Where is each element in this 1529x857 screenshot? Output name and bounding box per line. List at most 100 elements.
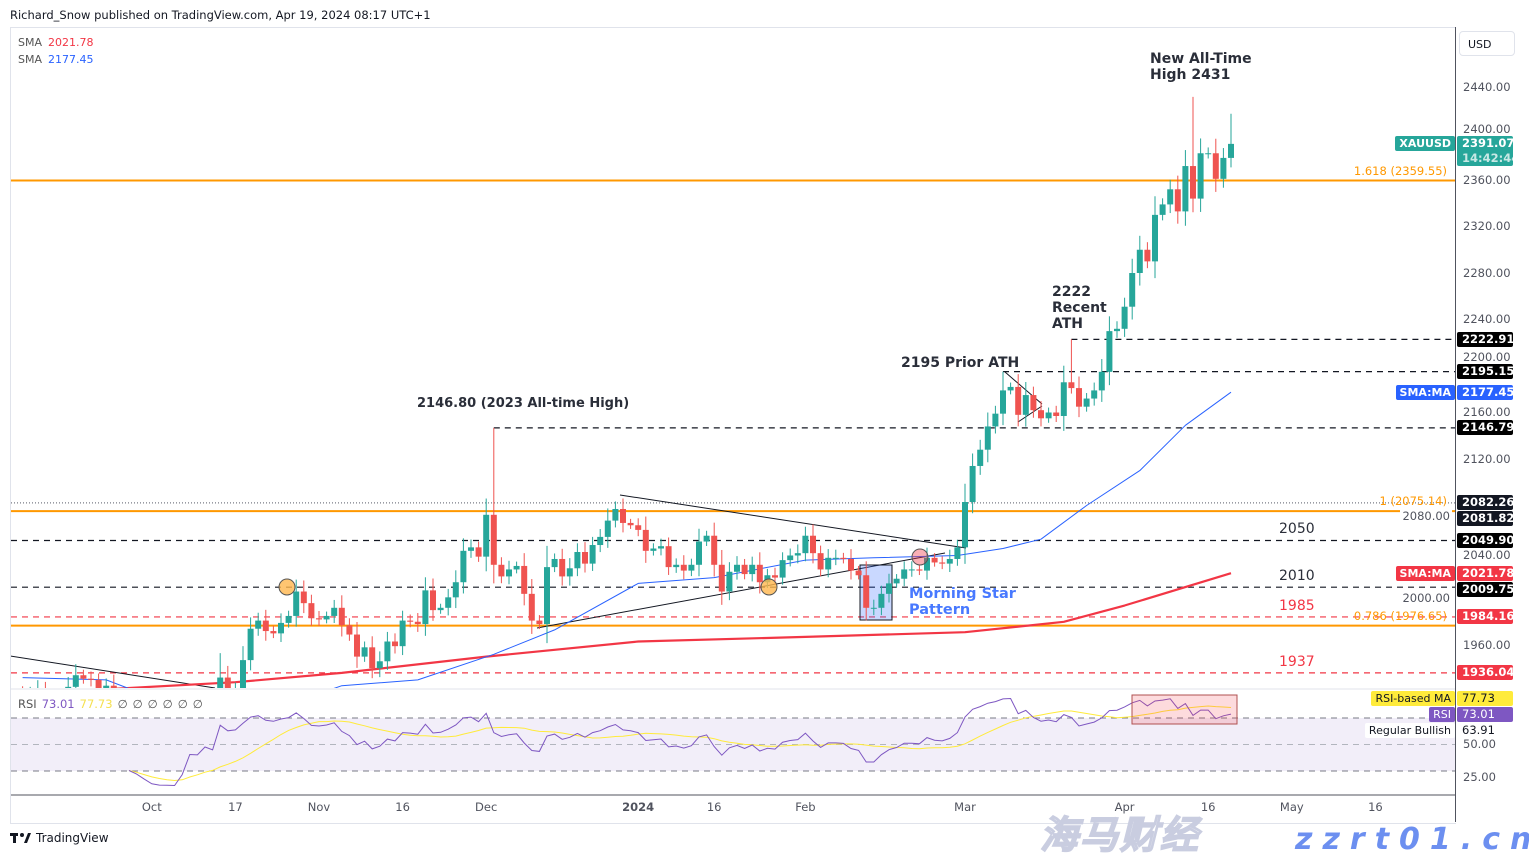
- candle[interactable]: [855, 565, 862, 580]
- candle[interactable]: [1083, 393, 1090, 412]
- candle[interactable]: [1197, 138, 1204, 212]
- level-label[interactable]: 2050: [1279, 521, 1315, 538]
- ath-2023-annotation[interactable]: 2146.80 (2023 All-time High): [417, 396, 630, 411]
- candle[interactable]: [825, 549, 832, 578]
- candle[interactable]: [1129, 258, 1136, 320]
- candle[interactable]: [164, 798, 170, 813]
- candle[interactable]: [1030, 386, 1037, 418]
- candle[interactable]: [589, 536, 596, 571]
- level-label[interactable]: 1937: [1279, 653, 1315, 670]
- candle[interactable]: [528, 579, 535, 634]
- candle[interactable]: [392, 633, 398, 654]
- candle[interactable]: [1038, 401, 1044, 427]
- candle[interactable]: [399, 610, 406, 656]
- candle[interactable]: [521, 553, 528, 606]
- candle[interactable]: [1045, 407, 1052, 423]
- candle[interactable]: [331, 599, 338, 623]
- candle[interactable]: [642, 516, 649, 563]
- candle[interactable]: [293, 579, 300, 627]
- candle[interactable]: [658, 538, 664, 556]
- candle[interactable]: [72, 664, 79, 697]
- candle[interactable]: [787, 548, 794, 567]
- candle[interactable]: [665, 537, 672, 575]
- candle[interactable]: [962, 483, 968, 564]
- candle[interactable]: [445, 588, 452, 616]
- candle[interactable]: [832, 549, 839, 566]
- candle[interactable]: [513, 561, 520, 574]
- candle[interactable]: [726, 562, 733, 601]
- candle[interactable]: [627, 518, 634, 529]
- candle[interactable]: [407, 614, 414, 628]
- candle[interactable]: [810, 524, 816, 564]
- candle[interactable]: [992, 405, 999, 434]
- candle[interactable]: [376, 651, 383, 678]
- fib-level-label[interactable]: 1 (2075.14): [1379, 494, 1447, 509]
- candle[interactable]: [80, 669, 87, 684]
- candle[interactable]: [886, 573, 892, 603]
- candle[interactable]: [278, 613, 284, 643]
- candle[interactable]: [597, 529, 604, 553]
- candle[interactable]: [977, 439, 984, 475]
- candle[interactable]: [870, 599, 877, 616]
- candle[interactable]: [984, 412, 991, 463]
- candle[interactable]: [110, 674, 117, 708]
- prior-ath-annotation[interactable]: 2195 Prior ATH: [901, 355, 1020, 371]
- tradingview-footer[interactable]: TradingView: [10, 831, 109, 845]
- candle[interactable]: [582, 542, 588, 573]
- candle[interactable]: [452, 570, 459, 609]
- candle[interactable]: [65, 676, 72, 712]
- candle[interactable]: [650, 543, 657, 556]
- candle[interactable]: [931, 553, 938, 567]
- candle[interactable]: [1190, 96, 1196, 213]
- sma-50-legend[interactable]: SMA 2177.45: [18, 51, 100, 68]
- candle[interactable]: [946, 549, 953, 572]
- candle[interactable]: [840, 552, 847, 564]
- pennant-lower-line[interactable]: [1017, 405, 1043, 423]
- old-downtrend-line[interactable]: [10, 655, 216, 688]
- candle[interactable]: [338, 595, 345, 637]
- candle[interactable]: [1007, 382, 1014, 395]
- candle[interactable]: [1174, 175, 1181, 224]
- candle[interactable]: [172, 803, 178, 811]
- candle[interactable]: [734, 556, 740, 580]
- candle[interactable]: [794, 544, 801, 564]
- candle[interactable]: [741, 558, 748, 580]
- candle[interactable]: [703, 530, 710, 546]
- candle[interactable]: [620, 498, 626, 533]
- candle[interactable]: [422, 577, 429, 636]
- candle[interactable]: [1205, 147, 1212, 159]
- candle[interactable]: [490, 427, 497, 584]
- candle[interactable]: [1152, 196, 1158, 279]
- candle[interactable]: [848, 549, 854, 580]
- candle[interactable]: [323, 611, 330, 624]
- rsi-divergence-box[interactable]: [1131, 694, 1238, 725]
- descending-trendline[interactable]: [619, 494, 967, 549]
- candle[interactable]: [916, 564, 923, 576]
- candle[interactable]: [506, 560, 512, 585]
- candle[interactable]: [316, 610, 322, 626]
- candle[interactable]: [300, 580, 307, 614]
- candle[interactable]: [673, 558, 680, 573]
- candle[interactable]: [369, 636, 376, 679]
- candle[interactable]: [361, 641, 368, 662]
- candle[interactable]: [612, 501, 619, 528]
- candle[interactable]: [893, 574, 900, 588]
- candle[interactable]: [901, 561, 908, 587]
- candle[interactable]: [1060, 365, 1067, 431]
- candle[interactable]: [414, 613, 421, 632]
- candle[interactable]: [756, 552, 763, 594]
- candle[interactable]: [1182, 150, 1189, 226]
- candle[interactable]: [42, 681, 48, 706]
- candle[interactable]: [262, 609, 269, 641]
- candle[interactable]: [680, 555, 687, 580]
- candle[interactable]: [1228, 113, 1234, 168]
- candle[interactable]: [1121, 297, 1128, 337]
- candle[interactable]: [240, 646, 246, 700]
- candle[interactable]: [1076, 376, 1082, 418]
- candle[interactable]: [817, 545, 824, 577]
- fib-level-label[interactable]: 1.618 (2359.55): [1353, 163, 1447, 178]
- candle[interactable]: [217, 653, 224, 774]
- candle[interactable]: [1212, 138, 1219, 192]
- sma-200-legend[interactable]: SMA 2021.78: [18, 34, 100, 51]
- candle[interactable]: [1106, 316, 1113, 386]
